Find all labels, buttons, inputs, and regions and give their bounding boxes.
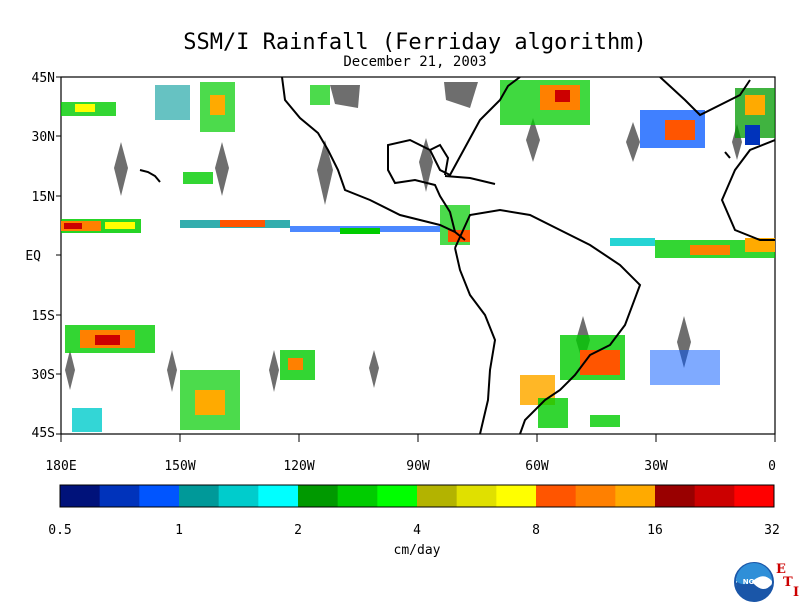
colorbar-swatch (258, 485, 299, 507)
lon-label: 0 (768, 459, 776, 474)
colorbar-swatch (655, 485, 696, 507)
colorbar-swatch (694, 485, 735, 507)
colorbar-tick-label: 32 (764, 523, 780, 538)
lat-axis: 45N 30N 15N EQ 15S 30S 45S (25, 71, 61, 441)
colorbar-swatch (417, 485, 458, 507)
colorbar-swatch (456, 485, 497, 507)
colorbar-ticks: 0.5 1 2 4 8 16 32 cm/day (48, 523, 780, 558)
colorbar-swatch (536, 485, 577, 507)
eti-letter-i: I (793, 585, 800, 600)
colorbar-tick-label: 16 (647, 523, 663, 538)
lat-label: 45N (32, 71, 55, 86)
lat-label: 30S (32, 368, 55, 383)
colorbar-tick-label: 4 (413, 523, 421, 538)
colorbar-swatch (139, 485, 180, 507)
colorbar-swatch (734, 485, 775, 507)
noaa-logo-text: NOAA (743, 578, 766, 586)
lat-label: 30N (32, 130, 55, 145)
colorbar-swatch (218, 485, 259, 507)
colorbar-swatch (179, 485, 220, 507)
colorbar-swatch (60, 485, 101, 507)
colorbar-unit-label: cm/day (394, 543, 441, 558)
lon-label: 150W (164, 459, 195, 474)
eti-letter-e: E (776, 562, 786, 577)
lat-label: 45S (32, 426, 55, 441)
colorbar-swatch (615, 485, 656, 507)
lon-label: 30W (644, 459, 668, 474)
colorbar-swatch (575, 485, 616, 507)
chart-date: December 21, 2003 (343, 54, 487, 70)
lat-label: 15N (32, 190, 55, 205)
coastlines (139, 77, 775, 434)
colorbar-swatch (377, 485, 418, 507)
colorbar-tick-label: 8 (532, 523, 540, 538)
noaa-logo: NOAA (734, 562, 774, 602)
lon-label: 90W (406, 459, 430, 474)
colorbar-swatch (496, 485, 537, 507)
lon-label: 60W (525, 459, 549, 474)
eti-letter-t: T (783, 575, 793, 590)
colorbar-tick-label: 0.5 (48, 523, 71, 538)
colorbar-swatch (298, 485, 339, 507)
lon-label: 180E (45, 459, 76, 474)
colorbar-tick-label: 2 (294, 523, 302, 538)
lon-axis: 180E 150W 120W 90W 60W 30W 0 (45, 434, 776, 474)
colorbar-tick-label: 1 (175, 523, 183, 538)
chart-title: SSM/I Rainfall (Ferriday algorithm) (183, 30, 647, 55)
map-content (61, 77, 775, 434)
colorbar (60, 485, 775, 507)
lat-label: EQ (25, 249, 41, 264)
colorbar-swatch (99, 485, 140, 507)
colorbar-frame (59, 484, 775, 508)
colorbar-swatch (337, 485, 378, 507)
lon-label: 120W (283, 459, 314, 474)
lat-label: 15S (32, 309, 55, 324)
